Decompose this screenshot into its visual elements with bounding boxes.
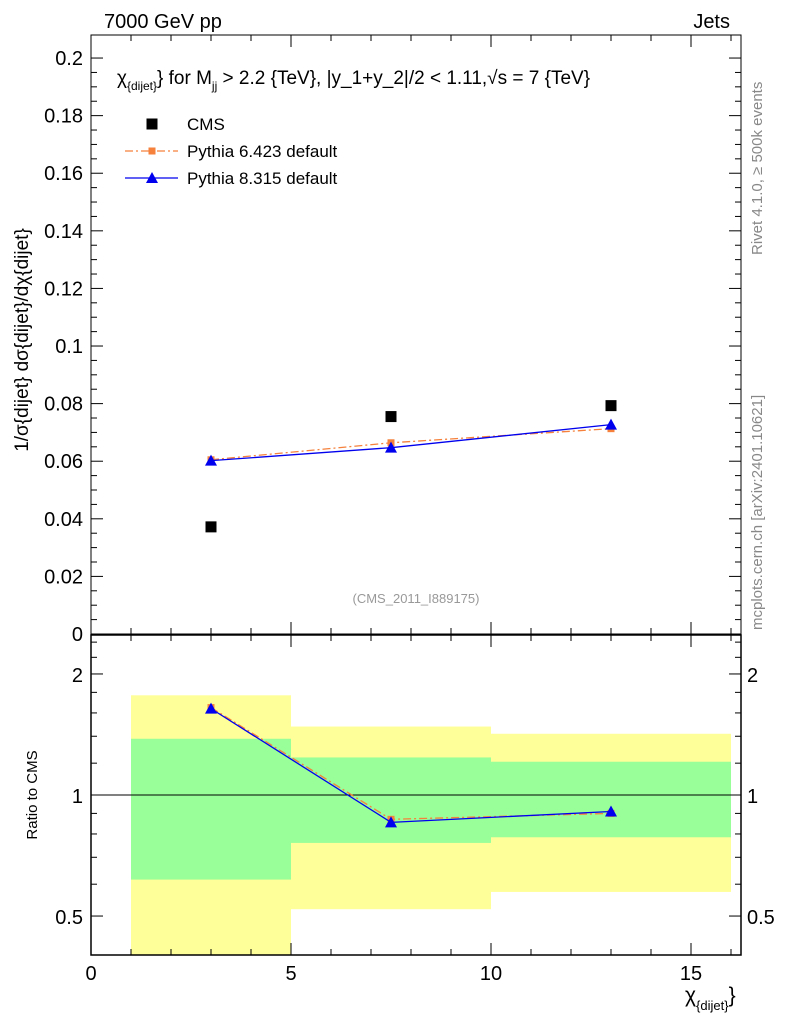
data-point-square bbox=[385, 411, 397, 423]
ratio-y-label: Ratio to CMS bbox=[24, 750, 41, 839]
uncertainty-band-green bbox=[491, 761, 731, 838]
legend-label: Pythia 8.315 default bbox=[187, 169, 338, 188]
data-point-square bbox=[605, 400, 617, 412]
y-tick-label: 0.06 bbox=[44, 451, 83, 473]
x-axis-label: χ{dijet}} bbox=[685, 984, 736, 1013]
y-tick-label: 0.18 bbox=[44, 106, 83, 128]
header-left: 7000 GeV pp bbox=[104, 11, 222, 33]
y-tick-label: 0.08 bbox=[44, 394, 83, 416]
series-line bbox=[210, 423, 612, 462]
ratio-y-tick-label-right: 0.5 bbox=[747, 907, 775, 929]
analysis-watermark: (CMS_2011_I889175) bbox=[353, 591, 480, 606]
x-tick-label: 10 bbox=[480, 963, 502, 985]
uncertainty-band-green bbox=[131, 738, 291, 880]
y-tick-label: 0 bbox=[72, 624, 83, 646]
x-tick-label: 0 bbox=[85, 963, 96, 985]
ratio-y-tick-label: 0.5 bbox=[55, 907, 83, 929]
legend-label: Pythia 6.423 default bbox=[187, 142, 338, 161]
uncertainty-band-green bbox=[291, 757, 491, 843]
data-point-square bbox=[146, 118, 158, 130]
series-line bbox=[210, 428, 612, 461]
data-point-triangle bbox=[605, 805, 617, 817]
data-point-triangle bbox=[205, 454, 217, 466]
main-y-label: 1/σ{dijet} dσ{dijet}/dχ{dijet} bbox=[12, 228, 33, 452]
ratio-plot: Ratio to CMS χ{dijet}} 0.5 0.5 1 1 2 2 0 5 10 15 bbox=[24, 634, 775, 1013]
y-tick-label: 0.04 bbox=[44, 509, 83, 531]
main-frame bbox=[90, 34, 742, 635]
data-point-square bbox=[205, 521, 217, 533]
y-tick-label: 0.16 bbox=[44, 163, 83, 185]
legend-label: CMS bbox=[187, 115, 225, 134]
header-right: Jets bbox=[693, 11, 730, 33]
data-point-triangle bbox=[146, 172, 158, 183]
y-tick-label: 0.1 bbox=[55, 336, 83, 358]
rivet-label: Rivet 4.1.0, ≥ 500k events bbox=[749, 82, 766, 255]
data-point-triangle bbox=[385, 441, 397, 453]
legend: CMS Pythia 6.423 default Pythia 8.315 defa… bbox=[125, 115, 338, 188]
x-tick-label: 15 bbox=[680, 963, 702, 985]
y-tick-label: 0.2 bbox=[55, 48, 83, 70]
ratio-y-tick-label: 2 bbox=[72, 665, 83, 687]
data-point-triangle bbox=[385, 816, 397, 828]
data-point-triangle bbox=[205, 702, 217, 714]
y-tick-label: 0.02 bbox=[44, 566, 83, 588]
y-tick-label: 0.14 bbox=[44, 221, 83, 243]
mcplots-label: mcplots.cern.ch [arXiv:2401.10621] bbox=[749, 395, 766, 630]
y-tick-label: 0.12 bbox=[44, 278, 83, 300]
ratio-y-tick-label: 1 bbox=[72, 786, 83, 808]
ratio-y-tick-label-right: 2 bbox=[747, 665, 758, 687]
x-tick-label: 5 bbox=[285, 963, 296, 985]
ratio-y-tick-label-right: 1 bbox=[747, 786, 758, 808]
main-plot: (CMS_2011_I889175) χ{dijet}} for Mjj > 2… bbox=[12, 34, 742, 646]
data-point-square bbox=[148, 147, 156, 155]
plot-title: χ{dijet}} for Mjj > 2.2 {TeV}, |y_1+y_2|… bbox=[117, 68, 590, 93]
data-point-triangle bbox=[605, 418, 617, 430]
